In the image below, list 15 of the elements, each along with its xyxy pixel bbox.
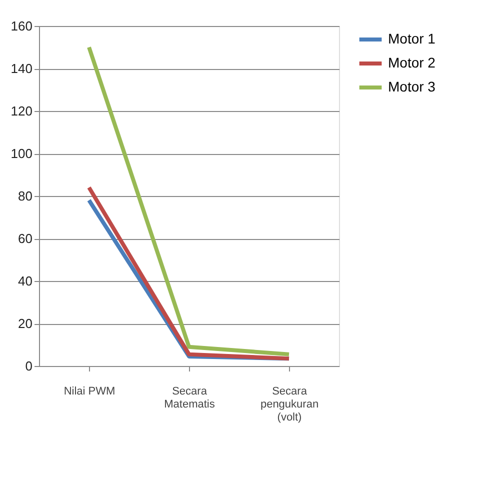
y-tick-label: 120: [10, 104, 32, 118]
legend-label: Motor 1: [388, 30, 436, 46]
x-tick-label: Nilai PWM: [64, 386, 116, 398]
y-tick-label: 140: [10, 61, 32, 76]
y-tick-label: 20: [18, 316, 32, 331]
legend-label: Motor 2: [388, 54, 436, 70]
y-tick-label: 100: [10, 146, 32, 161]
x-tick-label: Secara pengukuran (volt): [260, 386, 319, 424]
y-tick-label: 0: [25, 358, 32, 374]
y-tick-label: 40: [18, 274, 32, 288]
legend-label: Motor 3: [388, 78, 436, 94]
y-tick-label: 160: [10, 18, 32, 34]
x-tick-label: Secara Matematis: [164, 386, 216, 410]
y-tick-label: 80: [18, 188, 32, 204]
y-tick-label: 60: [18, 231, 32, 246]
